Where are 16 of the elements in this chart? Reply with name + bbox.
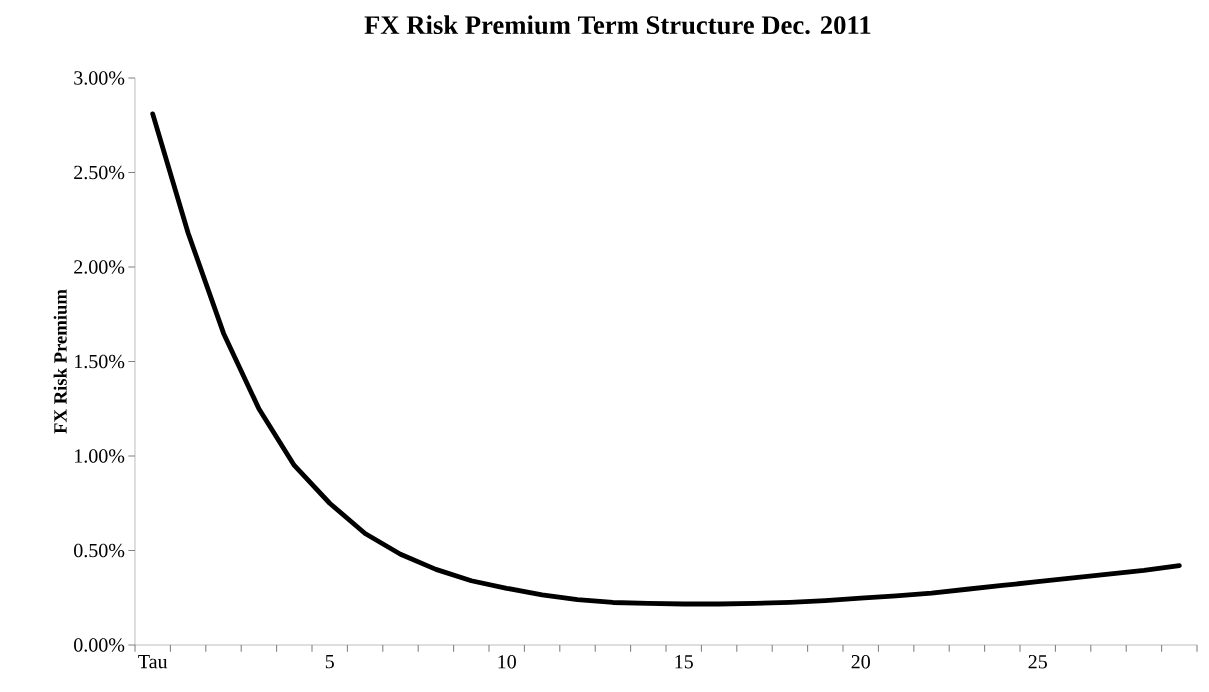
y-tick-label: 1.50%	[75, 354, 125, 369]
y-tick-label: 2.50%	[74, 165, 125, 180]
y-tick-label: 1.00%	[75, 449, 125, 463]
x-tick-label: 15	[675, 655, 693, 669]
y-tick-label: 2.00%	[74, 260, 125, 274]
chart-title: FX Risk Premium Term Structure Dec. 2011	[364, 15, 871, 35]
x-tick-label: 25	[1028, 655, 1047, 669]
x-tick-label: Tau	[138, 655, 168, 669]
y-tick-label: 0.00%	[74, 638, 125, 652]
line-series	[150, 111, 1182, 607]
x-tick-label: 20	[851, 655, 870, 669]
x-tick-label: 5	[325, 655, 334, 669]
y-axis-title: FX Risk Premium	[53, 289, 67, 434]
y-tick-label: 3.00%	[74, 71, 125, 85]
y-tick-label: 0.50%	[74, 543, 125, 558]
x-tick-label: 10	[498, 655, 516, 669]
